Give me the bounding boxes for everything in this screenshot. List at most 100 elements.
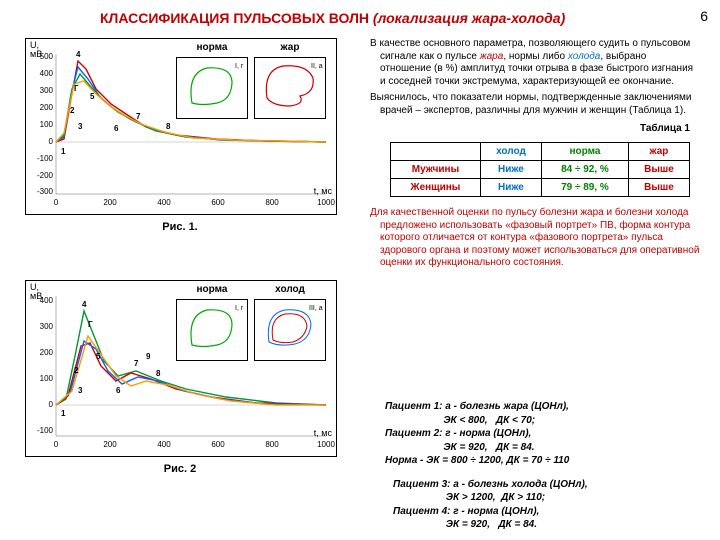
paragraph-2: Выяснилось, что показатели нормы, подтве… [370,92,700,117]
svg-text:100: 100 [40,374,54,383]
title-main: КЛАССИФИКАЦИЯ ПУЛЬСОВЫХ ВОЛН [100,10,373,26]
row-women-norm: 79 ÷ 89, % [542,179,629,197]
svg-text:7: 7 [136,112,141,121]
page-title: КЛАССИФИКАЦИЯ ПУЛЬСОВЫХ ВОЛН (локализаци… [100,10,565,26]
row-men-label: Мужчины [391,161,481,179]
chart-1-frame: U, мВ 500400300 2001000 -100-200-300 020… [25,38,337,215]
patients-block: Пациент 1: а - болезнь жара (ЦОНл), ЭК <… [385,400,705,532]
svg-text:600: 600 [211,440,225,449]
patients2-l4: ЭК = 920, ДК = 84. [393,518,705,532]
chart-1-ylabel: U, мВ [30,41,42,59]
svg-text:600: 600 [211,198,225,207]
chart-1-inset-norm-label: норма [177,42,247,53]
svg-text:-100: -100 [37,154,54,163]
svg-text:5: 5 [90,92,95,101]
p1-hot: жара [480,51,504,62]
svg-text:-100: -100 [37,426,54,435]
svg-text:8: 8 [156,369,161,378]
table-row: Женщины Ниже 79 ÷ 89, % Выше [391,179,690,197]
svg-text:I, г: I, г [235,63,244,70]
svg-text:400: 400 [157,198,171,207]
patients1-l5: Норма - ЭК = 800 ÷ 1200, ДК = 70 ÷ 110 [385,454,705,468]
svg-text:400: 400 [40,69,54,78]
svg-text:I, г: I, г [235,305,244,312]
table-caption: Таблица 1 [370,123,700,134]
p1-cold: холода [568,51,601,62]
svg-text:II, а: II, а [311,63,323,70]
title-sub: (локализация жара-холода) [373,10,565,26]
svg-text:6: 6 [114,124,119,133]
svg-text:1000: 1000 [317,440,335,449]
row-men-hot: Выше [628,161,689,179]
table-row: Мужчины Ниже 84 ÷ 92, % Выше [391,161,690,179]
svg-text:3: 3 [78,386,83,395]
th-hot: жар [628,143,689,161]
svg-text:0: 0 [54,440,59,449]
chart-2: U, мВ 400300200 1000-100 0200400 6008001… [25,280,335,490]
paragraph-3: Для качественной оценки по пульсу болезн… [370,207,700,270]
patients1-l3: Пациент 2: г - норма (ЦОНл), [385,427,705,441]
row-men-cold: Ниже [480,161,541,179]
svg-text:300: 300 [40,322,54,331]
chart-1: U, мВ 500400300 2001000 -100-200-300 020… [25,38,335,248]
chart-2-inset-cold-label: холод [255,284,325,295]
svg-text:300: 300 [40,86,54,95]
paragraph-1: В качестве основного параметра, позволяю… [370,38,700,88]
th-cold: холод [480,143,541,161]
svg-text:4: 4 [76,50,81,59]
svg-text:Г: Г [88,320,93,329]
svg-text:200: 200 [40,103,54,112]
svg-text:Г: Г [74,84,79,93]
svg-text:200: 200 [40,348,54,357]
svg-text:100: 100 [40,120,54,129]
table-header-row: холод норма жар [391,143,690,161]
svg-text:3: 3 [78,122,83,131]
svg-text:0: 0 [49,400,54,409]
row-women-cold: Ниже [480,179,541,197]
svg-text:9: 9 [146,352,151,361]
svg-text:1: 1 [61,147,66,156]
svg-text:800: 800 [265,440,279,449]
row-women-label: Женщины [391,179,481,197]
svg-text:2: 2 [70,106,75,115]
chart-1-caption: Рис. 1. [25,221,335,233]
patients1-l1: Пациент 1: а - болезнь жара (ЦОНл), [385,400,705,414]
chart-1-inset-norm: норма I, г [176,57,248,119]
patients2-l2: ЭК > 1200, ДК > 110; [393,491,705,505]
svg-text:800: 800 [265,198,279,207]
svg-text:5: 5 [96,352,101,361]
svg-text:0: 0 [49,137,54,146]
svg-text:7: 7 [134,359,139,368]
svg-text:1000: 1000 [317,198,335,207]
th-blank [391,143,481,161]
svg-text:8: 8 [166,122,171,131]
chart-2-ylabel: U, мВ [30,283,42,301]
svg-text:III, а: III, а [309,305,323,312]
chart-1-inset-hot: жар II, а [254,57,326,119]
svg-text:1: 1 [61,409,66,418]
svg-text:6: 6 [116,386,121,395]
right-column: В качестве основного параметра, позволяю… [370,38,700,274]
patients2-l1: Пациент 3: а - болезнь холода (ЦОНл), [393,478,705,492]
page-number: 6 [700,8,708,24]
th-norm: норма [542,143,629,161]
chart-1-inset-hot-label: жар [255,42,325,53]
chart-2-caption: Рис. 2 [25,463,335,475]
svg-text:200: 200 [103,440,117,449]
p1-mid: , нормы либо [503,51,568,62]
svg-text:-200: -200 [37,171,54,180]
patients1-l4: ЭК = 920, ДК = 84. [385,441,705,455]
patients1-l2: ЭК < 800, ДК < 70; [385,414,705,428]
row-women-hot: Выше [628,179,689,197]
chart-2-xlabel: t, мс [314,428,332,438]
data-table: холод норма жар Мужчины Ниже 84 ÷ 92, % … [390,142,690,197]
svg-text:4: 4 [82,300,87,309]
svg-text:400: 400 [157,440,171,449]
chart-2-frame: U, мВ 400300200 1000-100 0200400 6008001… [25,280,337,457]
svg-text:0: 0 [54,198,59,207]
chart-2-inset-norm: норма I, г [176,299,248,361]
row-men-norm: 84 ÷ 92, % [542,161,629,179]
svg-text:200: 200 [103,198,117,207]
patients2-l3: Пациент 4: г - норма (ЦОНл), [393,505,705,519]
chart-1-xlabel: t, мс [314,186,332,196]
